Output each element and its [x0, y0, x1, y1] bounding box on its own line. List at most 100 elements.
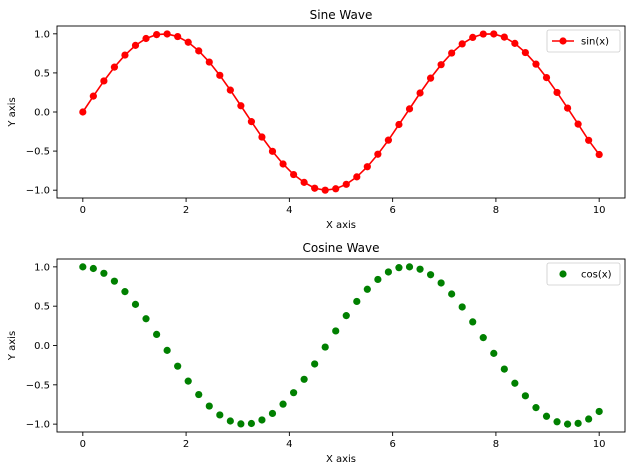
data-point — [79, 108, 87, 116]
data-point — [574, 120, 582, 128]
data-point — [532, 60, 540, 68]
data-point — [426, 74, 435, 82]
data-point — [142, 34, 150, 43]
data-point — [226, 86, 234, 94]
data-point — [500, 33, 508, 41]
data-point — [216, 411, 224, 419]
x-tick-label: 2 — [183, 439, 189, 450]
data-point — [258, 133, 266, 141]
data-point — [279, 400, 287, 408]
data-point — [395, 120, 403, 129]
data-point — [405, 105, 414, 113]
data-point — [321, 343, 329, 351]
x-tick-label: 10 — [593, 439, 606, 450]
data-point — [332, 185, 340, 193]
data-point — [121, 288, 129, 296]
legend-marker — [559, 270, 567, 278]
data-point — [131, 41, 140, 49]
data-point — [100, 269, 108, 277]
data-point — [237, 420, 245, 428]
data-point — [174, 32, 182, 41]
data-point — [89, 264, 97, 273]
x-tick-label: 10 — [593, 205, 606, 216]
legend-box — [546, 262, 621, 286]
x-tick-label: 6 — [389, 205, 395, 216]
data-point — [153, 30, 161, 39]
x-tick-label: 0 — [80, 205, 86, 216]
data-point — [553, 88, 561, 97]
legend-label: cos(x) — [581, 270, 612, 281]
data-point — [195, 390, 203, 399]
x-tick-label: 6 — [389, 439, 395, 450]
series-1 — [79, 263, 603, 428]
x-tick-label: 8 — [493, 439, 499, 450]
data-point — [226, 417, 234, 425]
x-axis-label: X axis — [326, 220, 356, 231]
series-line — [82, 33, 600, 191]
y-axis-label: Y axis — [7, 331, 18, 361]
data-point — [195, 47, 203, 55]
data-point — [300, 375, 308, 383]
x-tick-label: 4 — [286, 205, 292, 216]
y-tick-label: 0.5 — [34, 68, 50, 79]
data-point — [374, 150, 382, 158]
data-point — [437, 61, 445, 69]
data-point — [585, 415, 593, 423]
data-point — [574, 419, 582, 427]
plot-frame — [56, 25, 626, 199]
data-point — [321, 186, 329, 194]
data-point — [353, 297, 361, 306]
data-point — [153, 330, 161, 339]
x-tick-label: 8 — [493, 205, 499, 216]
data-point — [342, 180, 350, 188]
data-point — [131, 300, 140, 308]
data-point — [247, 419, 256, 428]
data-point — [89, 92, 97, 100]
data-point — [458, 40, 466, 48]
data-point — [311, 360, 319, 368]
y-tick-label: 1.0 — [34, 29, 50, 40]
data-point — [384, 268, 392, 276]
data-point — [458, 303, 466, 311]
chart-2: 0 2 4 6 8 10 −1.0 −0.5 0.0 0.5 1.0 Cosine Wave X axi… — [7, 241, 626, 465]
data-point — [121, 51, 129, 59]
data-point — [268, 147, 277, 155]
data-point — [448, 49, 456, 57]
series-1 — [79, 30, 603, 194]
data-point — [426, 271, 435, 279]
x-tick-label: 0 — [80, 439, 86, 450]
chart-1: 0 2 4 6 8 10 −1.0 −0.5 0.0 0.5 1.0 Sine Wave X axis Y… — [7, 8, 626, 231]
data-point — [353, 173, 361, 181]
data-point — [384, 136, 392, 144]
data-point — [290, 170, 298, 179]
plot-frame — [56, 258, 626, 433]
data-point — [163, 346, 171, 354]
y-tick-label: 0.0 — [34, 108, 50, 119]
data-point — [184, 38, 192, 46]
data-point — [479, 30, 487, 38]
data-point — [247, 118, 256, 126]
data-point — [237, 102, 245, 110]
data-point — [500, 365, 508, 373]
data-point — [542, 412, 551, 420]
x-tick-label: 2 — [183, 205, 189, 216]
y-tick-label: −0.5 — [26, 380, 50, 391]
data-point — [268, 409, 277, 418]
data-point — [110, 63, 119, 71]
data-point — [542, 74, 551, 82]
data-point — [142, 315, 150, 323]
data-point — [363, 285, 371, 293]
y-tick-label: −0.5 — [26, 147, 50, 158]
data-point — [416, 265, 424, 273]
chart-title: Cosine Wave — [302, 241, 379, 255]
data-point — [490, 30, 498, 38]
data-point — [342, 312, 350, 320]
data-point — [511, 39, 519, 47]
x-axis-label: X axis — [326, 454, 356, 465]
data-point — [511, 379, 519, 387]
data-point — [174, 362, 182, 370]
data-point — [184, 377, 192, 385]
legend-marker — [559, 37, 567, 45]
data-point — [532, 404, 540, 412]
